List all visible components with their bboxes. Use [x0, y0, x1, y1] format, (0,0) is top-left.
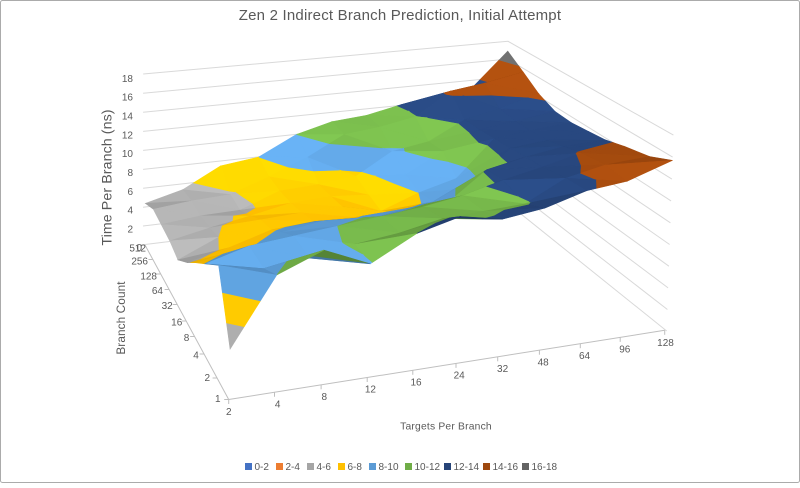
svg-text:64: 64	[152, 286, 164, 297]
svg-text:2: 2	[204, 373, 210, 384]
svg-text:24: 24	[454, 371, 466, 382]
svg-text:16: 16	[122, 93, 134, 104]
svg-text:14: 14	[122, 112, 134, 123]
svg-text:8: 8	[322, 392, 328, 403]
svg-text:10-12: 10-12	[415, 462, 441, 473]
svg-text:Branch Count: Branch Count	[114, 281, 128, 355]
svg-text:4-6: 4-6	[317, 462, 332, 473]
svg-text:14-16: 14-16	[493, 462, 519, 473]
svg-text:16: 16	[171, 318, 183, 329]
svg-text:6-8: 6-8	[348, 462, 363, 473]
svg-text:8: 8	[184, 333, 190, 344]
svg-text:96: 96	[619, 345, 631, 356]
svg-text:2-4: 2-4	[286, 462, 301, 473]
svg-text:Targets Per Branch: Targets Per Branch	[400, 422, 492, 433]
svg-text:10: 10	[122, 149, 134, 160]
svg-text:12: 12	[365, 385, 377, 396]
svg-text:6: 6	[127, 187, 133, 198]
svg-text:128: 128	[140, 272, 157, 283]
svg-text:4: 4	[275, 399, 281, 410]
svg-text:8-10: 8-10	[379, 462, 399, 473]
svg-text:16: 16	[410, 378, 422, 389]
svg-text:0-2: 0-2	[255, 462, 270, 473]
svg-text:Time Per Branch (ns): Time Per Branch (ns)	[100, 109, 116, 245]
svg-text:64: 64	[579, 351, 591, 362]
svg-text:18: 18	[122, 74, 134, 85]
svg-text:32: 32	[497, 364, 509, 375]
svg-text:512: 512	[129, 244, 146, 255]
svg-text:12: 12	[122, 130, 134, 141]
svg-text:128: 128	[657, 338, 674, 349]
svg-text:4: 4	[193, 351, 199, 362]
svg-text:Zen 2 Indirect Branch Predicti: Zen 2 Indirect Branch Prediction, Initia…	[239, 7, 562, 24]
svg-text:4: 4	[127, 206, 133, 217]
svg-text:12-14: 12-14	[454, 462, 480, 473]
svg-text:2: 2	[127, 224, 133, 235]
svg-text:16-18: 16-18	[532, 462, 558, 473]
svg-text:0: 0	[136, 243, 142, 254]
svg-text:256: 256	[131, 257, 148, 268]
svg-text:8: 8	[127, 168, 133, 179]
svg-text:48: 48	[538, 357, 550, 368]
svg-text:32: 32	[162, 301, 174, 312]
svg-text:2: 2	[226, 407, 232, 418]
svg-text:1: 1	[215, 394, 221, 405]
